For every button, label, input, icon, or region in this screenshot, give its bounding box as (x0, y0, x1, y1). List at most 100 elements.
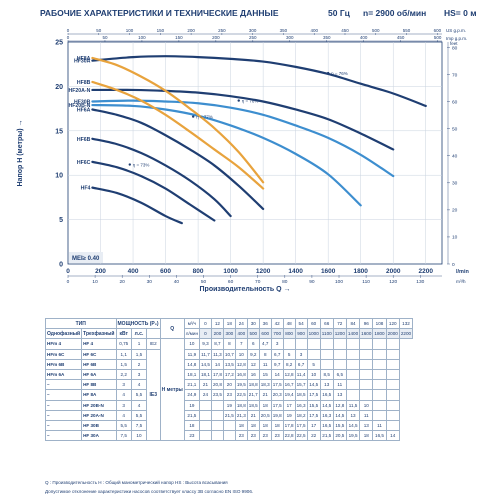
power-kw: 3 (115, 379, 132, 391)
head-value: 21,5 (183, 409, 200, 421)
head-value (385, 338, 400, 350)
head-value (345, 368, 361, 381)
efficiency-label: η = 78% (242, 98, 259, 103)
curve-label: HF6A (77, 107, 91, 113)
table-row: – HF 30B 5,5 7,5 18 18 18 18 18 17,8 17,5 17 16,5 15,… (44, 419, 413, 432)
head-value: 3 (270, 338, 284, 350)
head-value (306, 338, 321, 350)
curve-hf30b (91, 99, 395, 178)
power-kw: 1,5 (115, 358, 132, 370)
us-gpm-unit: US g.p.m. (446, 28, 466, 33)
imp-gpm-tick-label: 200 (212, 35, 220, 40)
q-lmin-value: 400 (234, 328, 248, 340)
q-m3h-value: 132 (398, 317, 414, 330)
head-value: 7 (234, 338, 248, 350)
us-gpm-tick-label: 600 (434, 28, 442, 33)
power-hp: 2 (130, 358, 148, 370)
head-value: 8 (222, 338, 236, 350)
feet-tick-label: 30 (452, 181, 458, 187)
x2-unit-label: m³/h (456, 279, 466, 285)
head-value: 17,5 (306, 409, 321, 421)
h-meters-header: H метры (159, 338, 185, 442)
curve-label: HF30B (74, 99, 91, 105)
us-gpm-tick-label: 550 (403, 28, 411, 33)
head-value: 20,5 (332, 430, 347, 442)
imp-gpm-tick-label: 250 (249, 35, 257, 40)
efficiency-dot (237, 99, 240, 102)
y-tick-label: 20 (55, 84, 63, 91)
curve-hf8a (91, 56, 265, 184)
q-header: Q (159, 317, 185, 340)
m3h-tick-label: 120 (389, 279, 397, 285)
q-m3h-value: 0 (198, 317, 212, 330)
head-value: 19,8 (270, 409, 284, 421)
kw-header: кВт (115, 328, 132, 340)
head-value: 5 (282, 348, 296, 360)
head-value: 18 (258, 399, 272, 411)
head-value: 14,5 (332, 409, 347, 421)
three-phase-model: HF 20B-N (81, 399, 117, 411)
chart-grid (68, 42, 442, 264)
power-hp: 1,5 (130, 348, 148, 360)
m3h-tick-label: 90 (309, 279, 315, 285)
power-kw: 2,2 (115, 368, 132, 381)
table-row: HFm 4 HF 4 0,75 1 IE2 H метры 10 9,3 8,7 8 7 6 4,7 3 (44, 338, 413, 442)
type-header: ТИП (45, 317, 117, 330)
head-value: 23 (246, 430, 260, 442)
imp-gpm-unit: Imp g.p.m. (446, 36, 467, 41)
head-value: 18 (246, 419, 260, 432)
head-value (210, 430, 224, 442)
m3h-tick-label: 110 (362, 279, 370, 285)
head-value (372, 368, 387, 381)
head-value: 15,5 (332, 419, 347, 432)
head-value: 14 (385, 430, 400, 442)
imp-gpm-tick-label: 500 (434, 35, 442, 40)
imp-gpm-tick-label: 100 (138, 35, 146, 40)
y-tick-label: 5 (59, 217, 63, 224)
imp-gpm-tick-label: 150 (175, 35, 183, 40)
three-phase-model: HF 4 (81, 338, 117, 350)
head-value: 13 (345, 409, 361, 421)
power-kw: 0,75 (115, 338, 132, 350)
power-hp: 3 (130, 368, 148, 381)
head-value (294, 338, 308, 350)
head-value: 5 (306, 358, 321, 370)
three-phase-model: HF 6C (81, 348, 117, 360)
curve-hf6b (91, 137, 232, 218)
three-phase-model: HF 8B (81, 379, 117, 391)
head-value: 11,3 (210, 348, 224, 360)
head-value: 17,5 (270, 379, 284, 391)
q-m3h-value: 96 (359, 317, 374, 330)
head-value: 11 (359, 409, 374, 421)
curve-label: HF6B (77, 137, 91, 143)
table-row: HFm 6C HF 6C 1,1 1,5 IE3 11,9 11,7 11,3 10,7 10 9,… (44, 348, 413, 442)
feet-tick-label: 70 (452, 72, 458, 78)
head-value: 16,8 (234, 368, 248, 381)
imp-gpm-tick-label: 50 (102, 35, 108, 40)
q-lmin-value: 1100 (319, 328, 334, 340)
head-value: 23 (222, 389, 236, 401)
head-value: 16,5 (319, 419, 334, 432)
ie-class-3: IE3 (146, 348, 161, 442)
head-value: 21,5 (319, 430, 334, 442)
head-value: 19 (282, 409, 296, 421)
head-value: 13 (332, 389, 347, 401)
efficiency-dot (326, 71, 330, 75)
head-value: 18 (270, 419, 284, 432)
head-value: 16,3 (319, 409, 334, 421)
head-value: 11,4 (294, 368, 308, 381)
head-value (210, 409, 224, 421)
q-lmin-value: 1000 (306, 328, 321, 340)
power-kw: 5,5 (115, 419, 132, 432)
power-hp: 5,5 (130, 409, 148, 421)
table-row: – HF 20B-N 3 4 19 19 18,8 18,5 18 17,5 17 16,3 15,5 1… (44, 399, 413, 411)
head-value (222, 419, 236, 432)
head-value (359, 338, 374, 350)
head-value (319, 338, 334, 350)
head-value (282, 338, 296, 350)
curve-hf20b-n (91, 103, 362, 207)
power-hp: 4 (130, 379, 148, 391)
mei-label: MEI≥ 0.40 (72, 256, 100, 262)
head-value: 12,8 (234, 358, 248, 370)
x-tick-label: 400 (128, 268, 139, 275)
